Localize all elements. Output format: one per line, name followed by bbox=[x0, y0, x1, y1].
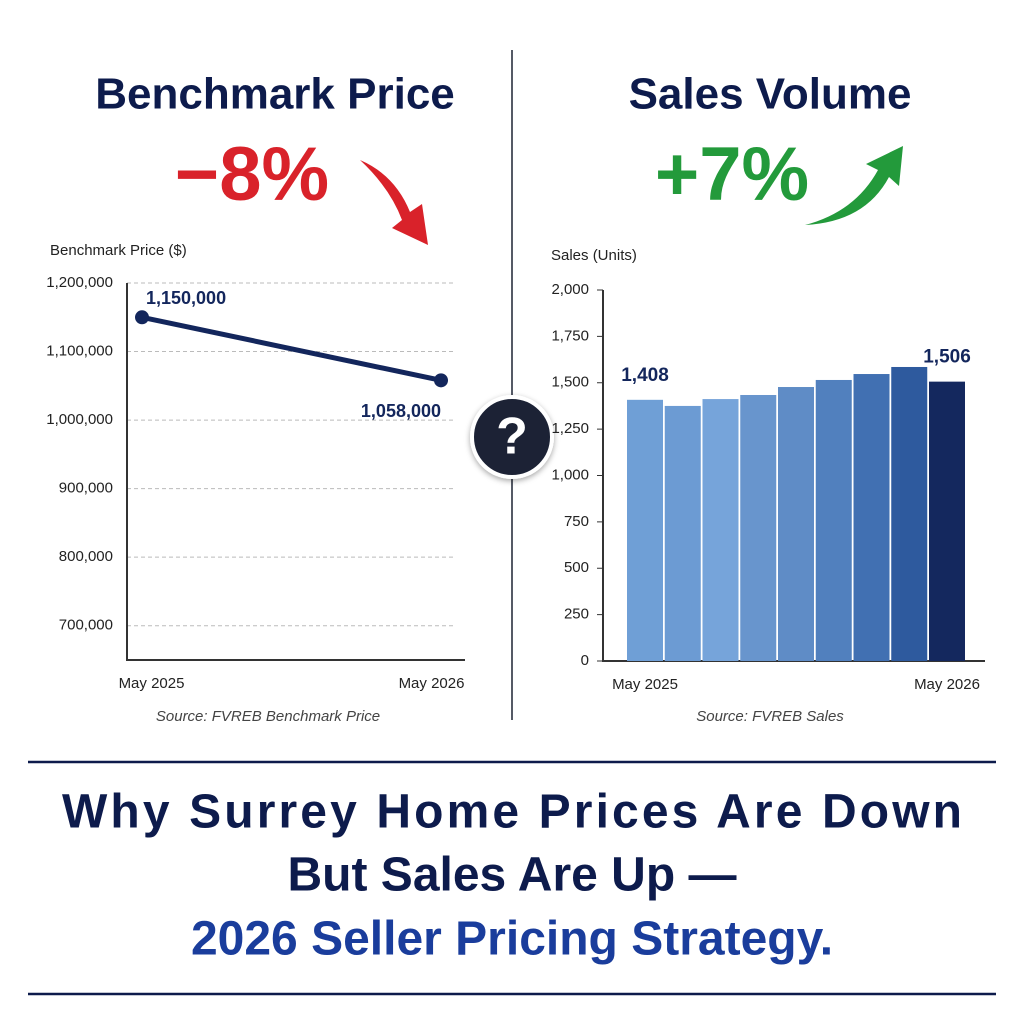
bar bbox=[853, 374, 890, 661]
line bbox=[141, 314, 442, 383]
y-tick-label: 500 bbox=[564, 559, 589, 576]
value-label: 1,506 bbox=[923, 347, 971, 368]
bar bbox=[815, 379, 852, 661]
change-figure: −8% bbox=[175, 132, 329, 217]
source: Source: FVREB Sales bbox=[696, 708, 844, 725]
chart-title: Benchmark Price bbox=[95, 70, 455, 119]
bar bbox=[740, 394, 777, 661]
bar bbox=[627, 399, 663, 661]
headline: Why Surrey Home Prices Are Down bbox=[62, 786, 962, 839]
value-label: 1,408 bbox=[621, 365, 669, 386]
headline: But Sales Are Up — bbox=[288, 849, 737, 902]
y-tick-label: 1,200,000 bbox=[46, 274, 113, 291]
question-badge bbox=[470, 395, 554, 479]
bar bbox=[664, 405, 701, 661]
down-arrow bbox=[360, 160, 428, 245]
y-tick-label: 1,000,000 bbox=[46, 411, 113, 428]
bar bbox=[891, 366, 928, 661]
y-tick-label: 1,000 bbox=[551, 466, 589, 483]
y-tick-label: 2,000 bbox=[551, 281, 589, 298]
y-tick-label: 250 bbox=[564, 606, 589, 623]
y-axis-label: Benchmark Price ($) bbox=[50, 242, 187, 259]
source: Source: FVREB Benchmark Price bbox=[156, 708, 380, 725]
bar bbox=[778, 387, 814, 661]
x-tick-label: May 2025 bbox=[612, 676, 678, 693]
y-tick-label: 900,000 bbox=[59, 480, 113, 497]
x-tick-label: May 2026 bbox=[914, 676, 980, 693]
x-tick-label: May 2025 bbox=[119, 675, 185, 692]
y-tick-label: 700,000 bbox=[59, 617, 113, 634]
y-tick-label: 750 bbox=[564, 513, 589, 530]
value-label: 1,150,000 bbox=[146, 288, 226, 308]
change-figure: +7% bbox=[655, 132, 809, 217]
bar bbox=[929, 381, 965, 661]
y-tick-label: 0 bbox=[581, 652, 589, 669]
headline: 2026 Seller Pricing Strategy. bbox=[191, 913, 833, 966]
question-mark: ? bbox=[496, 408, 528, 466]
axes bbox=[126, 283, 465, 661]
y-tick-label: 1,750 bbox=[551, 327, 589, 344]
bar bbox=[702, 399, 739, 661]
point bbox=[135, 310, 149, 325]
y-axis-label: Sales (Units) bbox=[551, 247, 637, 264]
chart-title: Sales Volume bbox=[629, 70, 912, 119]
value-label: 1,058,000 bbox=[361, 401, 441, 421]
up-arrow bbox=[805, 146, 903, 225]
y-tick-label: 800,000 bbox=[59, 548, 113, 565]
x-tick-label: May 2026 bbox=[399, 675, 465, 692]
point bbox=[434, 373, 448, 388]
y-tick-label: 1,500 bbox=[551, 374, 589, 391]
y-tick-label: 1,100,000 bbox=[46, 343, 113, 360]
y-tick-label: 1,250 bbox=[551, 420, 589, 437]
